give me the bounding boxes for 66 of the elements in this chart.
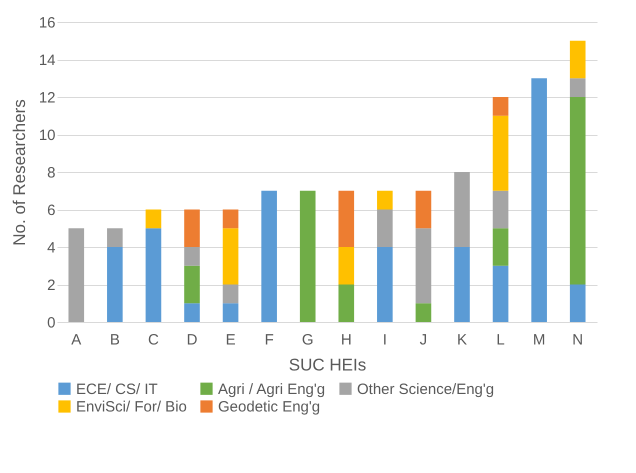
bar — [184, 303, 200, 322]
y-tick-label: 12 — [38, 90, 56, 106]
legend-label: Geodetic Eng'g — [218, 398, 320, 416]
x-tick-label: L — [496, 332, 505, 348]
x-tick-label: M — [532, 332, 546, 348]
bar — [570, 284, 586, 322]
bar — [492, 116, 508, 191]
legend-label: ECE/ CS/ IT — [76, 380, 158, 398]
bar — [184, 266, 200, 304]
bar — [107, 228, 123, 247]
y-tick-label: 10 — [38, 127, 56, 144]
y-tick-label: 8 — [47, 164, 56, 182]
x-tick-label: J — [420, 332, 428, 348]
bar — [222, 210, 238, 228]
x-tick-label: D — [186, 332, 198, 348]
y-tick-label: 16 — [38, 14, 56, 32]
bar — [222, 303, 238, 322]
x-tick-label: F — [264, 332, 274, 348]
x-tick-label: A — [71, 332, 82, 348]
x-tick-label: B — [110, 332, 120, 348]
bar — [416, 190, 432, 228]
bar — [107, 247, 123, 322]
bar — [184, 210, 200, 247]
bar — [222, 284, 238, 304]
bar — [416, 228, 432, 304]
y-tick-label: 0 — [47, 314, 56, 332]
bar — [570, 40, 586, 78]
bar — [338, 190, 354, 247]
x-tick-label: N — [572, 332, 584, 348]
x-tick-label: G — [302, 332, 314, 348]
x-tick-label: H — [340, 332, 352, 348]
y-tick-label: 2 — [47, 277, 56, 294]
bar — [531, 78, 547, 322]
bar — [68, 228, 84, 322]
x-axis-title: SUC HEIs — [288, 356, 366, 374]
bar — [377, 190, 393, 210]
bar — [146, 210, 162, 228]
bar — [261, 190, 277, 322]
legend-label: Agri / Agri Eng'g — [218, 380, 326, 398]
bar — [492, 190, 508, 228]
x-tick-label: C — [148, 332, 160, 348]
bar — [454, 172, 470, 247]
bar — [570, 97, 586, 284]
bar — [492, 266, 508, 322]
bar — [454, 247, 470, 322]
x-tick-label: I — [382, 332, 387, 348]
x-tick-label: E — [226, 332, 236, 348]
bar — [184, 247, 200, 266]
bar — [338, 247, 354, 284]
legend-label: EnviSci/ For/ Bio — [76, 398, 187, 416]
bar — [377, 247, 393, 322]
bar — [338, 284, 354, 322]
y-tick-label: 4 — [47, 240, 56, 256]
bar — [146, 228, 162, 322]
bar — [570, 78, 586, 97]
legend-label: Other Science/Eng'g — [357, 380, 494, 398]
bar — [222, 228, 238, 284]
y-tick-label: 6 — [47, 202, 56, 219]
y-tick-label: 14 — [38, 52, 56, 69]
bar — [377, 210, 393, 247]
bar — [492, 228, 508, 266]
bar — [300, 190, 316, 322]
bar — [492, 97, 508, 116]
x-tick-label: K — [456, 332, 468, 348]
bar — [416, 303, 432, 322]
y-axis-title: No. of Researchers — [10, 99, 29, 246]
